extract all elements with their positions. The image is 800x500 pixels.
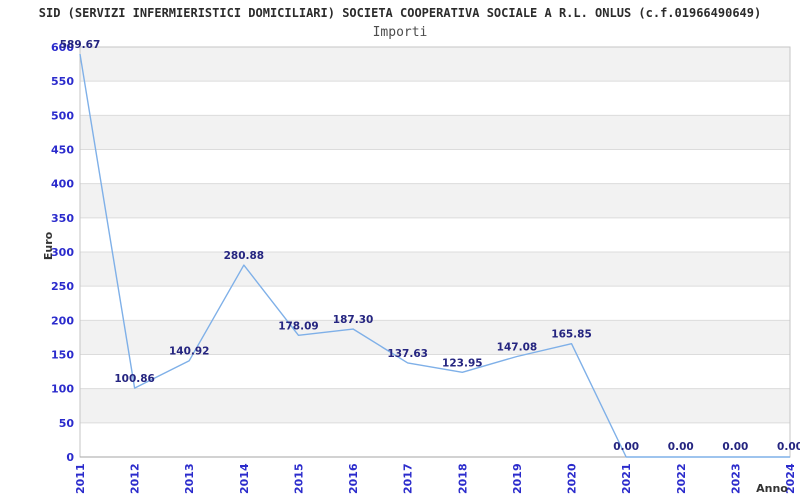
y-tick-label: 450	[51, 144, 74, 157]
plot-band	[80, 149, 790, 184]
data-point-label: 137.63	[387, 348, 428, 360]
y-tick-label: 550	[51, 75, 74, 88]
plot-band	[80, 354, 790, 389]
x-tick-label: 2016	[347, 463, 360, 494]
plot-band	[80, 388, 790, 423]
data-point-label: 589.67	[60, 39, 101, 51]
x-tick-label: 2018	[456, 463, 469, 494]
x-axis-title: Anno	[756, 482, 788, 495]
y-tick-label: 0	[66, 451, 74, 464]
y-tick-label: 600	[51, 41, 74, 54]
y-tick-label: 100	[51, 383, 74, 396]
data-point-label: 0.00	[722, 441, 748, 453]
x-tick-label: 2017	[402, 463, 415, 494]
x-tick-label: 2023	[729, 463, 742, 494]
x-tick-label: 2019	[511, 463, 524, 494]
y-tick-label: 150	[51, 349, 74, 362]
data-point-label: 178.09	[278, 320, 319, 332]
y-tick-label: 250	[51, 280, 74, 293]
plot-band	[80, 183, 790, 218]
plot-band	[80, 115, 790, 150]
x-tick-label: 2011	[74, 463, 87, 494]
y-tick-label: 400	[51, 178, 74, 191]
data-point-label: 0.00	[668, 441, 694, 453]
x-tick-label: 2024	[784, 463, 797, 494]
data-line	[79, 53, 790, 458]
y-tick-label: 350	[51, 212, 74, 225]
data-point-label: 147.08	[497, 341, 538, 353]
y-tick-label: 50	[59, 417, 75, 430]
data-point-label: 165.85	[551, 329, 592, 341]
plot-band	[80, 81, 790, 116]
data-point-label: 187.30	[333, 314, 374, 326]
data-point-label: 123.95	[442, 357, 483, 369]
data-point-label: 100.86	[114, 373, 155, 385]
plot-band	[80, 217, 790, 252]
x-tick-label: 2013	[183, 463, 196, 494]
chart-subtitle: Importi	[372, 25, 428, 40]
data-point-label: 280.88	[224, 250, 265, 262]
data-point-label: 140.92	[169, 346, 210, 358]
y-tick-label: 500	[51, 109, 74, 122]
x-tick-label: 2020	[566, 463, 579, 494]
chart-title: SID (SERVIZI INFERMIERISTICI DOMICILIARI…	[38, 6, 762, 20]
x-tick-label: 2015	[292, 463, 305, 494]
plot-band	[80, 286, 790, 321]
plot-band	[80, 422, 790, 457]
data-point-label: 0.00	[613, 441, 639, 453]
x-tick-label: 2014	[238, 463, 251, 494]
plot-band	[80, 320, 790, 355]
y-tick-label: 200	[51, 314, 74, 327]
x-tick-label: 2021	[620, 463, 633, 494]
y-tick-label: 300	[51, 246, 74, 259]
plot-band	[80, 252, 790, 287]
x-tick-label: 2012	[129, 463, 142, 494]
data-point-label: 0.00	[777, 441, 800, 453]
x-tick-label: 2022	[675, 463, 688, 494]
plot-band	[80, 47, 790, 82]
y-axis-title: Euro	[42, 231, 55, 260]
